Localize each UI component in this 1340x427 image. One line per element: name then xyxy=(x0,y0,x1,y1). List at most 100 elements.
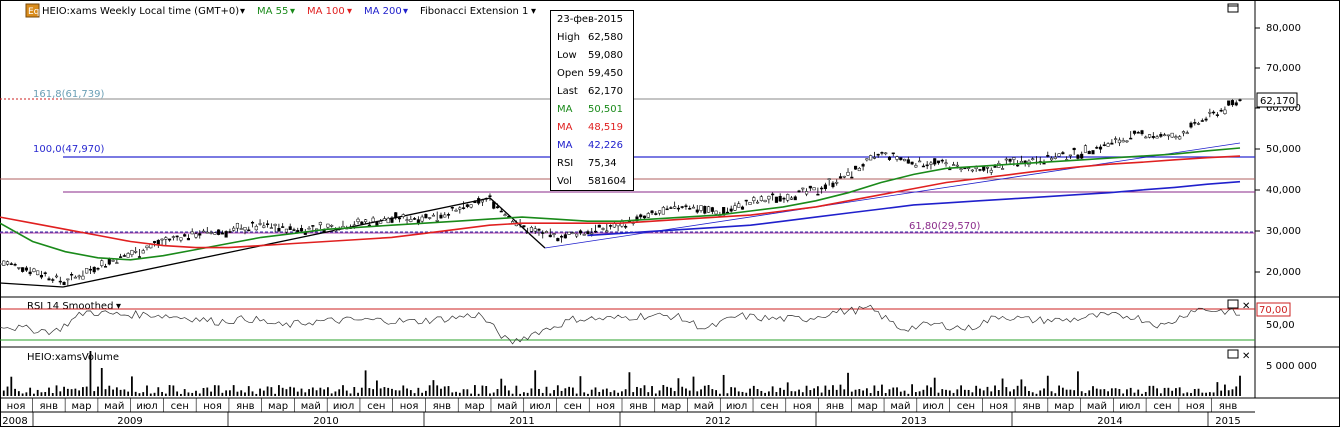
candle-body xyxy=(1185,132,1189,134)
volume-bar xyxy=(975,385,978,396)
tooltip-value: 59,450 xyxy=(588,68,623,79)
volume-bar xyxy=(323,389,326,396)
candle-body xyxy=(258,223,262,225)
fib-161-label: 161,8(61,739) xyxy=(33,89,105,100)
year-label: 2009 xyxy=(117,416,142,427)
volume-close-icon[interactable]: ✕ xyxy=(1242,351,1250,362)
volume-bar xyxy=(990,391,993,396)
volume-bar xyxy=(1031,392,1034,396)
instrument-dropdown-icon[interactable]: ▾ xyxy=(240,6,245,17)
main-maximize-icon[interactable] xyxy=(1227,3,1239,13)
candle-body xyxy=(1114,138,1118,140)
month-label: мар xyxy=(71,401,91,412)
candle-body xyxy=(918,160,922,163)
tooltip-key: Last xyxy=(557,86,578,97)
candle-body xyxy=(1132,130,1137,134)
volume-bar xyxy=(948,390,951,396)
volume-bar xyxy=(926,385,929,396)
rsi-maximize-icon[interactable] xyxy=(1227,299,1239,309)
volume-bars xyxy=(0,351,1241,396)
candle-body xyxy=(266,223,270,225)
candle-body xyxy=(1091,150,1095,155)
candle-body xyxy=(1170,132,1174,138)
year-label: 2013 xyxy=(901,416,926,427)
month-label: июл xyxy=(726,401,747,412)
ma100-dropdown-icon[interactable]: ▾ xyxy=(347,6,352,17)
instrument-label[interactable]: HEIO:xams Weekly Local time (GMT+0) xyxy=(42,6,239,17)
candle-body xyxy=(356,218,360,222)
candle-body xyxy=(1204,118,1208,121)
volume-bar xyxy=(760,390,763,396)
volume-title[interactable]: HEIO:xamsVolume xyxy=(27,352,119,363)
ma55-dropdown-icon[interactable]: ▾ xyxy=(290,6,295,17)
fib-61-label: 61,80(29,570) xyxy=(909,221,981,232)
volume-bar xyxy=(40,392,43,396)
volume-bar xyxy=(952,392,955,396)
candle-body xyxy=(884,152,888,155)
volume-bar xyxy=(413,393,416,396)
candle-body xyxy=(66,278,70,281)
candle-body xyxy=(224,231,228,238)
month-label: июл xyxy=(923,401,944,412)
ma55-label[interactable]: MA 55 xyxy=(257,6,288,17)
volume-bar xyxy=(473,385,476,396)
candle-body xyxy=(77,275,81,278)
rsi-title[interactable]: RSI 14 Smoothed xyxy=(27,301,113,312)
candle-body xyxy=(96,267,100,270)
volume-bar xyxy=(1193,389,1196,396)
candle-body xyxy=(921,165,925,168)
volume-bar xyxy=(195,390,197,396)
candle-body xyxy=(982,166,986,171)
rsi-dropdown-icon[interactable]: ▾ xyxy=(116,301,121,312)
volume-bar xyxy=(771,386,774,396)
rsi-close-icon[interactable]: ✕ xyxy=(1242,301,1250,312)
candle-body xyxy=(669,207,673,209)
candle-body xyxy=(1057,153,1061,157)
candle-body xyxy=(876,153,880,156)
volume-bar xyxy=(986,386,989,396)
volume-bar xyxy=(1092,386,1094,396)
tooltip-key: Vol xyxy=(557,176,572,187)
month-label: ноя xyxy=(989,401,1008,412)
volume-bar xyxy=(832,385,834,396)
ma200-dropdown-icon[interactable]: ▾ xyxy=(403,6,408,17)
tooltip-value: 48,519 xyxy=(588,122,623,133)
fibonacci-label[interactable]: Fibonacci Extension 1 xyxy=(420,6,528,17)
volume-bar xyxy=(903,390,906,396)
volume-bar xyxy=(315,390,318,396)
tooltip-row: High 62,580 xyxy=(551,29,635,47)
volume-bar xyxy=(398,390,401,396)
chart-options-icon[interactable] xyxy=(25,3,40,18)
candle-body xyxy=(737,203,741,208)
month-label: янв xyxy=(433,401,452,412)
volume-bar xyxy=(1024,386,1027,396)
volume-bar xyxy=(119,389,122,396)
volume-bar xyxy=(458,392,461,396)
month-label: ноя xyxy=(596,401,615,412)
volume-bar xyxy=(1122,393,1125,396)
ma100-label[interactable]: MA 100 xyxy=(307,6,345,17)
candle-body xyxy=(1219,109,1223,112)
candle-body xyxy=(394,212,398,219)
volume-bar xyxy=(1137,389,1140,396)
volume-bar xyxy=(1144,391,1147,396)
candle-body xyxy=(1147,134,1152,138)
volume-bar xyxy=(888,389,891,396)
candle-body xyxy=(823,184,827,190)
fibonacci-dropdown-icon[interactable]: ▾ xyxy=(531,6,536,17)
candle-body xyxy=(842,175,846,178)
candle-body xyxy=(544,231,549,234)
volume-maximize-icon[interactable] xyxy=(1227,349,1239,359)
candle-body xyxy=(292,229,296,231)
volume-bar xyxy=(730,387,733,396)
volume-bar xyxy=(443,386,446,396)
volume-bar xyxy=(519,393,522,396)
ma200-label[interactable]: MA 200 xyxy=(364,6,402,17)
candle-body xyxy=(869,155,873,161)
volume-bar xyxy=(78,390,81,396)
volume-bar xyxy=(240,390,243,396)
volume-bar xyxy=(1054,393,1057,396)
candle-body xyxy=(273,223,277,226)
candle-body xyxy=(1196,123,1201,125)
